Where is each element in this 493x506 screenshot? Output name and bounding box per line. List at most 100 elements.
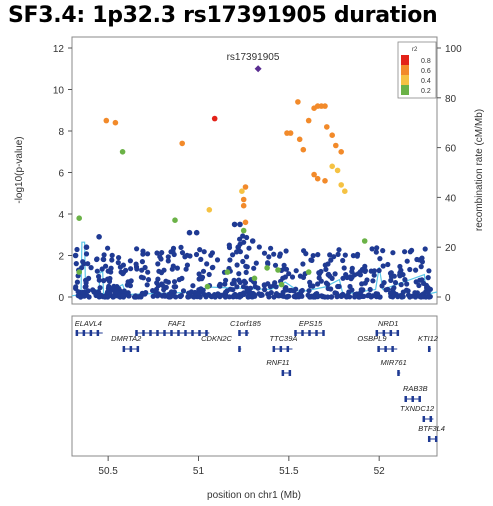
snp-point-low-r2 [376, 267, 382, 274]
snp-point-low-r2 [316, 270, 322, 276]
snp-point-low-r2 [94, 256, 100, 263]
snp-point-low-r2 [155, 283, 161, 289]
gene-label: TXNDC12 [400, 404, 435, 413]
snp-point [264, 265, 270, 271]
snp-point [333, 142, 339, 149]
x-axis-label: position on chr1 (Mb) [207, 490, 301, 501]
snp-point-low-r2 [165, 258, 171, 264]
snp-point-low-r2 [341, 265, 347, 271]
snp-point-low-r2 [124, 282, 130, 288]
gene-label: DMRTA2 [111, 334, 142, 343]
legend-swatch-04 [401, 75, 409, 85]
snp-point-low-r2 [171, 279, 178, 285]
gene-panel-frame [71, 315, 438, 457]
gene-exon [149, 330, 152, 336]
gene-exon [205, 330, 208, 336]
snp-point-low-r2 [388, 277, 394, 283]
snp-point-low-r2 [226, 242, 232, 248]
legend-title: r2 [412, 47, 418, 53]
snp-point-low-r2 [315, 281, 321, 287]
snp-point-low-r2 [380, 248, 386, 254]
snp-point-low-r2 [336, 283, 342, 290]
gene-exon [427, 436, 431, 442]
snp-point-low-r2 [80, 289, 86, 295]
snp-point-low-r2 [350, 253, 356, 259]
x-tick-label: 51.5 [279, 466, 299, 477]
snp-point-low-r2 [155, 261, 161, 267]
snp-point-low-r2 [404, 258, 410, 264]
snp-point [322, 103, 328, 109]
snp-point-low-r2 [84, 292, 90, 298]
gene-exon [142, 330, 145, 336]
snp-point-low-r2 [272, 262, 279, 268]
snp-point-low-r2 [96, 273, 102, 280]
gene-label: CDKN2C [201, 334, 232, 343]
snp-point-low-r2 [116, 255, 122, 261]
snp-point-low-r2 [139, 267, 145, 273]
snp-point [249, 238, 256, 244]
snp-point-low-r2 [145, 277, 152, 283]
gene-exon [281, 370, 285, 376]
gene-exon [315, 330, 318, 336]
snp-point-low-r2 [240, 258, 246, 265]
snp-point-low-r2 [425, 290, 431, 296]
y2-axis-label: recombination rate (cM/Mb) [474, 109, 485, 231]
gene-exon [238, 346, 241, 352]
gene-label: FAF1 [168, 319, 186, 328]
snp-point-low-r2 [310, 253, 316, 259]
snp-point-low-r2 [407, 266, 413, 273]
snp-point-low-r2 [362, 268, 368, 274]
snp-point [224, 269, 231, 275]
gene-exon [382, 330, 386, 336]
snp-point [96, 234, 102, 240]
gene-exon [96, 330, 100, 336]
snp-point [240, 196, 247, 203]
snp-point-low-r2 [280, 275, 286, 281]
snp-point [231, 221, 238, 228]
y2-tick-label: 100 [445, 44, 462, 55]
snp-point-low-r2 [240, 233, 246, 239]
snp-point-low-r2 [289, 274, 296, 280]
snp-point [361, 238, 368, 244]
snp-point-low-r2 [227, 257, 233, 263]
snp-point-low-r2 [191, 293, 197, 299]
snp-point-low-r2 [178, 244, 184, 250]
gene-label: NRD1 [378, 319, 398, 328]
snp-point-low-r2 [327, 273, 333, 279]
snp-point-low-r2 [128, 266, 134, 272]
x-axis-layer: 50.5 51 51.5 52 [98, 456, 385, 477]
snp-point-low-r2 [193, 251, 200, 258]
snp-point-low-r2 [423, 282, 429, 288]
gene-track-layer: ELAVL4 FAF1 C1orf185 EPS15 NRD1 DMRTA2 CDKN2C T… [75, 319, 445, 442]
snp-point-low-r2 [206, 271, 212, 278]
snp-point-low-r2 [425, 275, 431, 281]
snp-point-low-r2 [331, 254, 337, 260]
snp-point-low-r2 [373, 249, 379, 255]
snp-point [179, 140, 185, 147]
snp-point [338, 182, 345, 188]
snp-point [204, 283, 211, 290]
snp-point-low-r2 [179, 250, 186, 256]
lead-snp-label: rs17391905 [227, 52, 280, 63]
snp-point-low-r2 [236, 271, 242, 277]
snp-point-low-r2 [121, 288, 127, 294]
snp-point-low-r2 [310, 283, 316, 289]
snp-point-low-r2 [231, 293, 237, 299]
snp-point-low-r2 [342, 252, 348, 258]
snp-point-low-r2 [256, 244, 262, 250]
snp-point-low-r2 [144, 282, 150, 288]
legend-swatch-02 [401, 85, 409, 95]
snp-point-low-r2 [349, 265, 355, 271]
snp-point [119, 149, 126, 155]
snp-point-low-r2 [413, 279, 419, 285]
snp-point-low-r2 [315, 252, 321, 258]
snp-point [305, 269, 312, 275]
snp-point-low-r2 [185, 294, 191, 300]
snp-point-low-r2 [83, 251, 90, 257]
snp-point-low-r2 [419, 259, 425, 265]
snp-point-low-r2 [157, 254, 163, 260]
gene-exon [308, 330, 311, 336]
snp-point-low-r2 [237, 279, 243, 285]
snp-point-low-r2 [179, 275, 185, 281]
